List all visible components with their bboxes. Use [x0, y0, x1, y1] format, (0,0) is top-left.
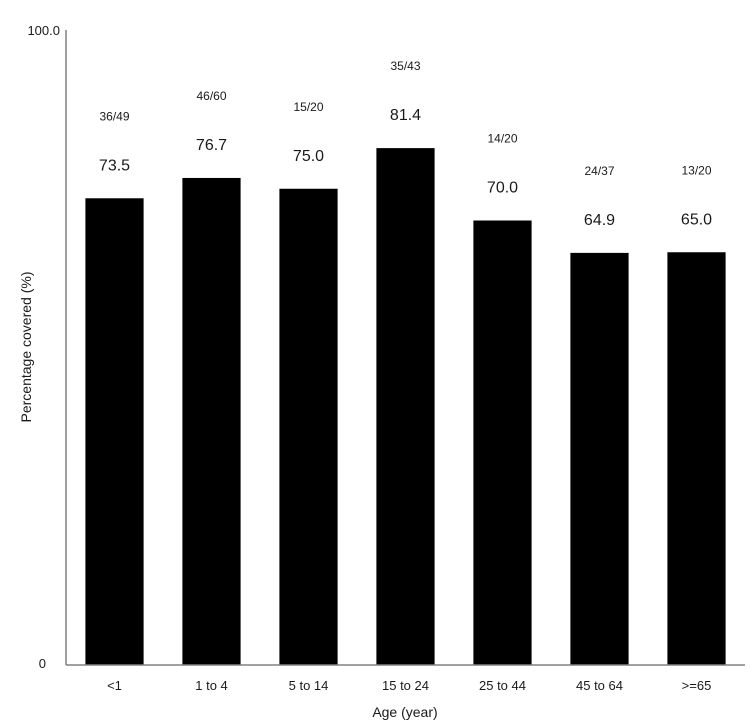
y-tick-label-min: 0 — [39, 656, 46, 671]
bar — [279, 188, 338, 665]
x-tick-label: 25 to 44 — [479, 678, 526, 693]
y-axis-title: Percentage covered (%) — [18, 272, 34, 423]
x-axis-title: Age (year) — [372, 704, 437, 720]
bar-value-label: 65.0 — [681, 211, 712, 228]
x-tick-label: 1 to 4 — [195, 678, 228, 693]
bar-fraction-label: 13/20 — [681, 163, 711, 177]
bar-fraction-label: 15/20 — [293, 100, 323, 114]
x-tick-label: >=65 — [682, 678, 712, 693]
bar-fraction-label: 46/60 — [196, 89, 226, 103]
x-tick-label: 15 to 24 — [382, 678, 429, 693]
bar — [85, 198, 144, 665]
bar-value-label: 75.0 — [293, 148, 324, 165]
x-tick-label: 45 to 64 — [576, 678, 623, 693]
bar — [570, 252, 629, 665]
value-labels-group: 73.5 76.7 75.0 81.4 70.0 64.9 65.0 — [99, 107, 712, 229]
bar — [473, 220, 532, 665]
x-tick-labels-group: <1 1 to 4 5 to 14 15 to 24 25 to 44 45 to 64 >… — [107, 678, 711, 693]
bar — [376, 148, 435, 666]
bar-value-label: 73.5 — [99, 157, 130, 174]
bar — [667, 252, 726, 665]
bar-value-label: 81.4 — [390, 107, 421, 124]
bars-group — [85, 148, 726, 666]
x-tick-label: <1 — [107, 678, 122, 693]
x-tick-label: 5 to 14 — [289, 678, 329, 693]
bar-value-label: 76.7 — [196, 137, 227, 154]
bar-value-label: 64.9 — [584, 212, 615, 229]
bar — [182, 177, 241, 665]
fraction-labels-group: 36/49 46/60 15/20 35/43 14/20 24/37 13/20 — [99, 59, 711, 178]
bar-fraction-label: 24/37 — [584, 164, 614, 178]
bar-fraction-label: 36/49 — [99, 109, 129, 123]
y-tick-label-max: 100.0 — [27, 23, 60, 38]
bar-fraction-label: 14/20 — [487, 132, 517, 146]
bar-value-label: 70.0 — [487, 180, 518, 197]
bar-fraction-label: 35/43 — [390, 59, 420, 73]
